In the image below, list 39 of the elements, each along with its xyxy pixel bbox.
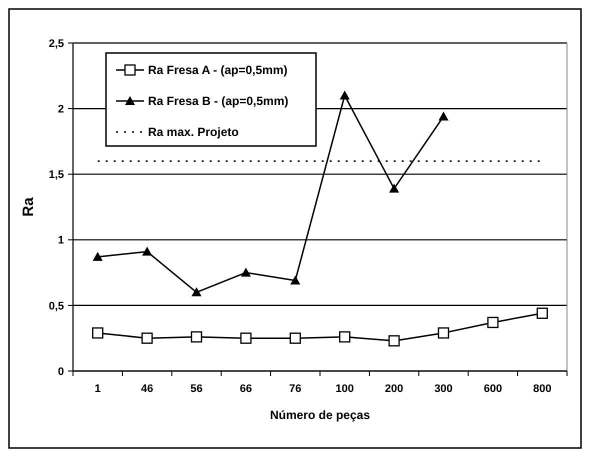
y-tick-label: 0,5 bbox=[48, 300, 64, 312]
point bbox=[438, 327, 450, 339]
y-tick-label: 1,5 bbox=[48, 169, 64, 182]
x-tick-label: 300 bbox=[434, 383, 453, 395]
point bbox=[141, 332, 153, 344]
y-tick-label: 2,5 bbox=[48, 38, 64, 50]
x-tick-label: 100 bbox=[336, 383, 354, 395]
legend-label: Ra Fresa B - (ap=0,5mm) bbox=[148, 94, 288, 108]
point bbox=[339, 331, 350, 343]
y-axis-title: Ra bbox=[20, 196, 37, 217]
point bbox=[240, 268, 251, 277]
point bbox=[92, 327, 104, 339]
point bbox=[92, 252, 103, 261]
y-tick-label: 1 bbox=[58, 234, 64, 247]
x-tick-label: 66 bbox=[240, 383, 252, 395]
legend-label: Ra Fresa A - (ap=0,5mm) bbox=[148, 63, 288, 78]
y-tick-label: 0 bbox=[58, 366, 64, 378]
point bbox=[240, 332, 252, 344]
point bbox=[388, 335, 400, 346]
x-tick-label: 800 bbox=[533, 383, 552, 395]
point bbox=[142, 246, 152, 256]
x-tick-label: 600 bbox=[484, 383, 502, 395]
point bbox=[190, 331, 202, 343]
x-axis-title: Número de peças bbox=[270, 408, 370, 422]
point bbox=[389, 184, 400, 193]
y-tick-label: 2 bbox=[58, 103, 64, 116]
point bbox=[340, 90, 350, 100]
x-tick-label: 200 bbox=[384, 383, 404, 395]
point bbox=[290, 275, 300, 284]
legend-label: Ra max. Projeto bbox=[148, 125, 239, 140]
point bbox=[290, 332, 301, 344]
point bbox=[487, 316, 499, 328]
x-tick-label: 56 bbox=[190, 383, 203, 395]
x-tick-label: 76 bbox=[289, 383, 302, 395]
point bbox=[536, 308, 548, 319]
point bbox=[438, 111, 448, 120]
x-tick-label: 46 bbox=[140, 383, 154, 395]
point bbox=[192, 287, 202, 296]
x-tick-label: 1 bbox=[94, 383, 101, 395]
